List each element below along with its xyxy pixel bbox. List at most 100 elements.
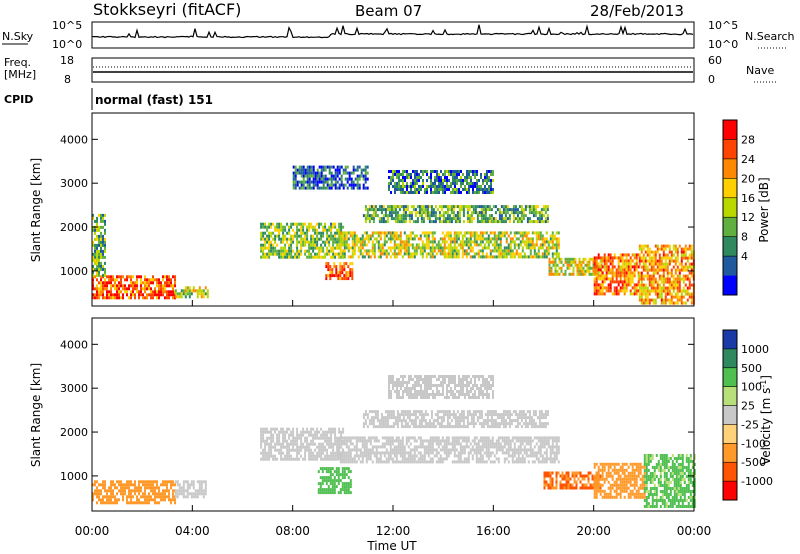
echo-cell [486, 179, 488, 182]
echo-cell [415, 249, 418, 253]
echo-cell [360, 168, 363, 172]
echo-cell [449, 442, 452, 446]
echo-cell [629, 268, 632, 272]
echo-cell [466, 170, 468, 173]
noise-panel-frame [91, 21, 695, 49]
echo-cell [475, 460, 478, 464]
colorbar-segment [723, 256, 737, 276]
echo-cell [326, 252, 329, 256]
echo-cell [454, 173, 456, 176]
echo-cell [336, 180, 339, 184]
echo-cell [160, 483, 162, 487]
echo-cell [94, 483, 96, 487]
echo-cell [652, 256, 655, 260]
echo-cell [631, 274, 634, 278]
echo-cell [507, 451, 510, 455]
echo-cell [366, 425, 369, 429]
echo-cell [395, 237, 398, 241]
echo-cell [471, 246, 474, 250]
echo-cell [464, 185, 466, 188]
echo-cell [162, 495, 164, 499]
echo-cell [292, 165, 295, 169]
echo-cell [537, 457, 540, 461]
echo-cell [597, 292, 600, 296]
freq-left-label-2: [MHz] [4, 68, 36, 81]
echo-cell [190, 292, 193, 296]
power-colorbar-label: Power [dB] [757, 177, 771, 242]
echo-cell [94, 287, 96, 291]
echo-cell [484, 220, 487, 224]
echo-cell [431, 451, 434, 455]
echo-cell [480, 211, 483, 215]
echo-cell [100, 275, 102, 279]
echo-cell [100, 264, 102, 268]
echo-cell [390, 176, 392, 179]
echo-cell [597, 268, 600, 272]
echo-cell [347, 277, 350, 281]
echo-cell [489, 454, 492, 458]
echo-cell [134, 492, 136, 496]
echo-cell [456, 191, 458, 194]
echo-cell [148, 480, 150, 484]
echo-cell [448, 188, 450, 191]
echo-cell [441, 448, 444, 452]
echo-cell [603, 259, 606, 263]
echo-cell [481, 445, 484, 449]
echo-cell [296, 451, 299, 455]
echo-cell [550, 269, 553, 273]
echo-cell [660, 277, 663, 281]
echo-cell [122, 284, 124, 288]
echo-cell [375, 460, 378, 464]
echo-cell [298, 186, 301, 190]
echo-cell [488, 170, 490, 173]
echo-cell [491, 442, 494, 446]
echo-cell [408, 220, 411, 224]
echo-cell [461, 445, 464, 449]
echo-cell [513, 442, 516, 446]
echo-cell [339, 252, 342, 256]
echo-cell [509, 255, 512, 259]
echo-cell [554, 266, 557, 270]
echo-cell [314, 436, 317, 440]
echo-cell [493, 249, 496, 253]
echo-cell [505, 231, 508, 235]
echo-cell [421, 439, 424, 443]
echo-cell [160, 284, 162, 288]
echo-cell [650, 277, 653, 281]
echo-cell [672, 280, 675, 284]
echo-cell [336, 243, 339, 247]
echo-cell [518, 205, 521, 209]
echo-cell [487, 436, 490, 440]
echo-cell [321, 488, 324, 492]
echo-cell [150, 486, 152, 490]
echo-cell [350, 177, 353, 181]
echo-cell [343, 268, 346, 272]
echo-cell [411, 454, 414, 458]
echo-cell [646, 268, 649, 272]
echo-cell [158, 501, 160, 505]
echo-cell [511, 436, 514, 440]
echo-cell [475, 448, 478, 452]
echo-cell [329, 274, 332, 278]
echo-cell [352, 180, 355, 184]
echo-cell [274, 237, 277, 241]
echo-cell [555, 445, 558, 449]
echo-cell [476, 173, 478, 176]
echo-cell [488, 214, 491, 218]
echo-cell [621, 289, 624, 293]
echo-cell [421, 457, 424, 461]
echo-cell [392, 425, 395, 429]
echo-cell [489, 240, 492, 244]
echo-cell [684, 289, 687, 293]
echo-cell [363, 249, 366, 253]
echo-cell [116, 486, 118, 490]
echo-cell [553, 237, 556, 241]
echo-cell [178, 295, 181, 299]
echo-cell [495, 255, 498, 259]
echo-cell [292, 433, 295, 437]
echo-cell [627, 268, 630, 272]
echo-cell [629, 277, 632, 281]
echo-cell [332, 240, 335, 244]
echo-cell [512, 220, 515, 224]
